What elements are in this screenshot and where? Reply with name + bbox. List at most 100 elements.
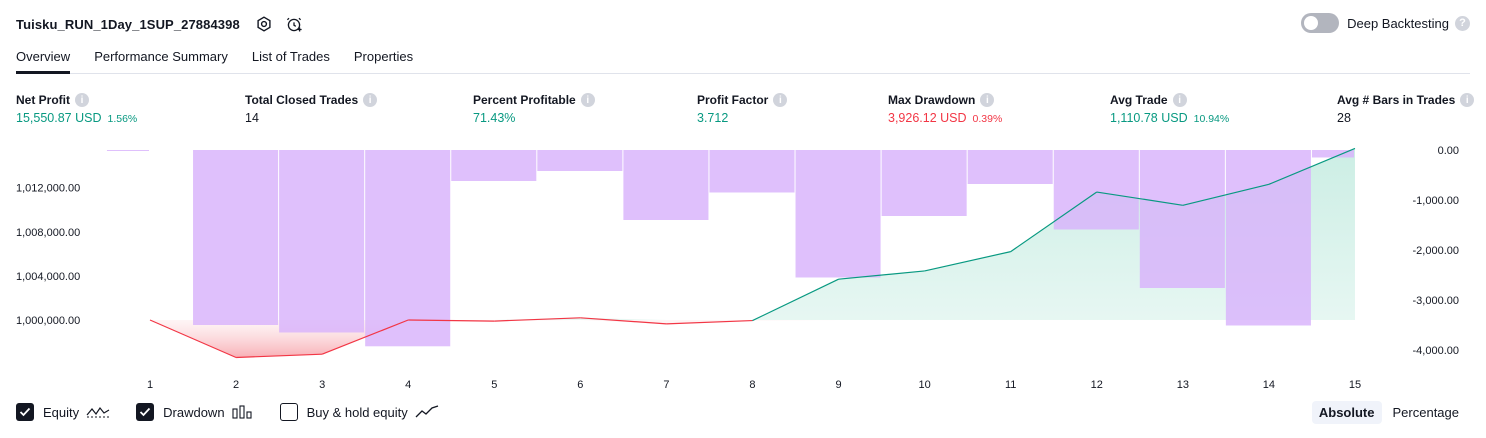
metric-value: 15,550.87 USD — [16, 111, 102, 125]
x-axis-tick: 13 — [1177, 379, 1189, 391]
add-alert-icon[interactable] — [282, 12, 306, 36]
left-axis-tick: 1,000,000.00 — [16, 315, 80, 327]
help-icon[interactable]: i — [1172, 93, 1187, 107]
metric-profit-factor: Profit Factor i 3.712 — [697, 93, 788, 125]
metric-value: 71.43% — [473, 111, 516, 125]
help-icon[interactable]: i — [1460, 93, 1475, 107]
x-axis-tick: 5 — [491, 379, 497, 391]
x-axis-tick: 9 — [835, 379, 841, 391]
tab-properties[interactable]: Properties — [353, 49, 414, 64]
drawdown-bar — [1053, 150, 1139, 230]
metric-value: 28 — [1337, 111, 1351, 125]
percentage-button[interactable]: Percentage — [1392, 405, 1460, 420]
equity-segment — [1010, 191, 1098, 253]
metric-max-drawdown: Max Drawdown i 3,926.12 USD 0.39% — [888, 93, 1002, 125]
checkbox-checked-icon[interactable] — [16, 403, 34, 421]
legend-equity[interactable]: Equity — [16, 403, 110, 421]
equity-segment — [321, 319, 409, 355]
chart-legend: Equity Drawdown Buy & hold equity — [16, 403, 465, 421]
drawdown-bar — [279, 150, 365, 333]
equity-segment — [1096, 191, 1183, 206]
equity-line — [149, 147, 1356, 359]
metric-value: 14 — [245, 111, 259, 125]
help-icon[interactable]: i — [75, 93, 89, 107]
legend-buy-hold-equity[interactable]: Buy & hold equity — [279, 403, 439, 421]
equity-drawdown-chart[interactable]: 1,000,000.00 1,004,000.00 1,008,000.00 1,01… — [0, 140, 1486, 395]
strategy-title: Tuisku_RUN_1Day_1SUP_27884398 — [16, 16, 240, 32]
x-axis-tick: 7 — [663, 379, 669, 391]
left-axis-tick: 1,012,000.00 — [16, 183, 80, 195]
metric-value: 3,926.12 USD — [888, 111, 967, 125]
legend-label: Equity — [43, 404, 80, 420]
equity-segment — [1268, 147, 1356, 185]
drawdown-bar — [1311, 150, 1354, 158]
right-axis-tick: -2,000.00 — [1413, 245, 1459, 257]
equity-segment — [752, 278, 839, 322]
help-icon[interactable]: ? — [1455, 15, 1470, 31]
left-axis-labels: 1,000,000.00 1,004,000.00 1,008,000.00 1,01… — [16, 183, 80, 327]
metrics-row: Net Profit i 15,550.87 USD 1.56% Total Clo… — [0, 93, 1486, 133]
drawdown-bar — [881, 150, 967, 216]
buy-hold-line-icon — [415, 405, 439, 419]
metric-percent: 0.39% — [972, 113, 1003, 125]
equity-profit-area — [150, 148, 1355, 320]
equity-segment — [666, 319, 753, 325]
legend-label: Buy & hold equity — [306, 404, 408, 420]
metric-label: Percent Profitable — [473, 93, 576, 107]
deep-backtesting-toggle[interactable] — [1301, 13, 1340, 33]
tab-list-of-trades[interactable]: List of Trades — [251, 49, 330, 64]
deep-backtesting-label: Deep Backtesting — [1347, 15, 1449, 31]
tab-bar: Overview Performance Summary List of Tra… — [16, 46, 1470, 74]
toggle-knob — [1304, 16, 1319, 30]
x-axis-tick: 14 — [1263, 379, 1275, 391]
scale-mode-switch: Absolute Percentage — [1311, 401, 1466, 424]
right-axis-tick: -4,000.00 — [1413, 345, 1459, 357]
equity-segment — [924, 251, 1011, 272]
left-axis-tick: 1,008,000.00 — [16, 227, 80, 239]
drawdown-bar — [451, 150, 537, 181]
left-axis-tick: 1,004,000.00 — [16, 271, 80, 283]
legend-drawdown[interactable]: Drawdown — [136, 403, 253, 421]
drawdown-bar — [537, 150, 623, 171]
tab-performance-summary[interactable]: Performance Summary — [94, 49, 228, 64]
drawdown-bar — [365, 150, 451, 347]
equity-line-icon — [86, 405, 110, 419]
absolute-button[interactable]: Absolute — [1311, 401, 1382, 424]
metric-total-closed-trades: Total Closed Trades i 14 — [245, 93, 378, 125]
help-icon[interactable]: i — [363, 93, 378, 107]
help-icon[interactable]: i — [580, 93, 595, 107]
equity-segment — [580, 317, 667, 325]
x-axis-tick: 10 — [919, 379, 931, 391]
help-icon[interactable]: i — [773, 93, 788, 107]
metric-value: 1,110.78 USD — [1110, 111, 1188, 125]
drawdown-bar — [709, 150, 795, 193]
settings-icon[interactable] — [252, 12, 276, 36]
legend-label: Drawdown — [163, 404, 225, 420]
metric-label: Total Closed Trades — [245, 93, 359, 107]
equity-segment — [408, 319, 495, 322]
drawdown-bar — [967, 150, 1053, 184]
metric-avg-trade: Avg Trade i 1,110.78 USD 10.94% — [1110, 93, 1229, 125]
equity-segment — [494, 317, 581, 322]
drawdown-bar — [1139, 150, 1225, 288]
checkbox-unchecked-icon[interactable] — [279, 403, 298, 421]
x-axis-tick: 3 — [319, 379, 325, 391]
equity-segment — [1182, 183, 1270, 206]
x-axis-labels: 1 2 3 4 5 6 7 8 9 10 11 12 13 14 15 — [147, 379, 1361, 391]
tab-overview[interactable]: Overview — [16, 46, 71, 74]
metric-label: Max Drawdown — [888, 93, 976, 107]
drawdown-bars-icon — [232, 405, 254, 419]
drawdown-bar — [623, 150, 709, 220]
metric-percent-profitable: Percent Profitable i 71.43% — [473, 93, 595, 125]
drawdown-bar — [1225, 150, 1311, 326]
drawdown-bar — [795, 150, 881, 278]
header-bar: Tuisku_RUN_1Day_1SUP_27884398 — [16, 12, 306, 36]
metric-avg-bars: Avg # Bars in Trades i 28 — [1337, 93, 1475, 125]
x-axis-tick: 4 — [405, 379, 411, 391]
checkbox-checked-icon[interactable] — [136, 403, 155, 421]
right-axis-tick: 0.00 — [1438, 145, 1459, 157]
x-axis-tick: 12 — [1091, 379, 1103, 391]
x-axis-tick: 1 — [147, 379, 153, 391]
help-icon[interactable]: i — [980, 93, 995, 107]
equity-segment — [236, 353, 323, 359]
